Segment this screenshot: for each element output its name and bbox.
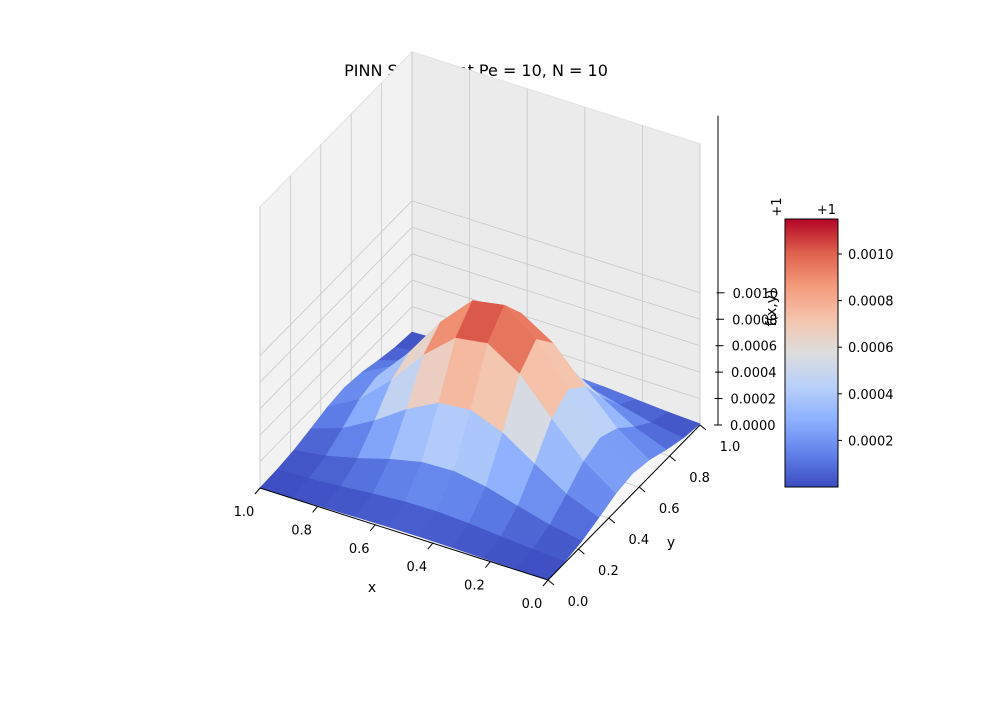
- x-axis-label: x: [368, 580, 376, 596]
- colorbar-tick-label: 0.0008: [848, 295, 894, 310]
- y-tick-label: 0.4: [628, 533, 649, 548]
- colorbar-tick-label: 0.0002: [848, 434, 894, 449]
- z-tick-label: 0.0002: [731, 393, 777, 408]
- x-tick-label: 1.0: [234, 505, 255, 520]
- y-tick: [608, 517, 616, 524]
- y-tick: [547, 579, 555, 586]
- axes: 0.0 0.2 0.4 0.6 0.8 1.0 0.0 0.2 0.4 0.6 0.8 1.0 0.00…: [234, 115, 785, 612]
- x-tick: [312, 506, 318, 513]
- x-tick-label: 0.6: [349, 542, 370, 557]
- colorbar-tick-label: 0.0004: [848, 388, 894, 403]
- y-tick-label: 0.0: [568, 595, 589, 610]
- x-tick-label: 0.8: [291, 523, 312, 538]
- gridline: [259, 279, 701, 436]
- gridline: [259, 253, 701, 409]
- surface-patch: [515, 549, 566, 581]
- x-axis-line: [259, 487, 549, 581]
- x-tick: [485, 561, 491, 568]
- colorbar-tick-label: 0.0010: [848, 248, 894, 263]
- x-tick-label: 0.2: [464, 579, 485, 594]
- z-axis-label: f(x,y): [764, 290, 780, 327]
- z-tick-label: 0.0010: [733, 287, 779, 302]
- x-tick: [542, 579, 549, 587]
- y-tick: [669, 455, 676, 462]
- y-tick-label: 0.2: [598, 564, 619, 579]
- z-tick-label: 0.0008: [732, 313, 778, 328]
- colorbar-rect: [784, 218, 839, 488]
- y-tick: [578, 548, 585, 555]
- y-axis-line: [547, 424, 701, 581]
- x-tick: [369, 524, 376, 532]
- surface-plot: [259, 300, 701, 581]
- z-tick-label: 0.0006: [732, 340, 778, 355]
- x-tick: [254, 487, 261, 495]
- y-axis-label: y: [667, 535, 675, 551]
- x-tick-label: 0.0: [522, 597, 543, 612]
- y-tick-label: 0.6: [659, 502, 680, 517]
- z-tick-label: 0.0000: [730, 419, 776, 434]
- y-tick-label: 1.0: [720, 440, 741, 455]
- colorbar-tick-label: 0.0006: [848, 341, 894, 356]
- x-tick: [427, 542, 434, 550]
- gridline: [259, 200, 701, 357]
- z-tick-label: 0.0004: [731, 366, 777, 381]
- z-offset-label: +1: [770, 197, 785, 216]
- x-tick-label: 0.4: [406, 560, 427, 575]
- gridline: [259, 306, 701, 462]
- y-tick: [699, 424, 707, 431]
- y-tick-label: 0.8: [689, 471, 710, 486]
- y-tick: [638, 486, 646, 493]
- colorbar-offset-label: +1: [817, 203, 836, 218]
- gridline: [259, 226, 701, 383]
- colorbar: 0.0002 0.0004 0.0006 0.0008 0.0010 +1: [784, 203, 894, 488]
